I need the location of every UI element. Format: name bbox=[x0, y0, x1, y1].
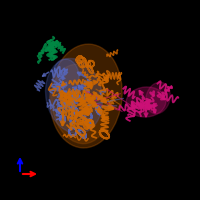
Ellipse shape bbox=[53, 59, 79, 93]
Ellipse shape bbox=[146, 82, 170, 114]
Ellipse shape bbox=[126, 87, 166, 117]
Ellipse shape bbox=[52, 64, 108, 144]
Ellipse shape bbox=[45, 58, 103, 134]
Ellipse shape bbox=[50, 44, 122, 148]
